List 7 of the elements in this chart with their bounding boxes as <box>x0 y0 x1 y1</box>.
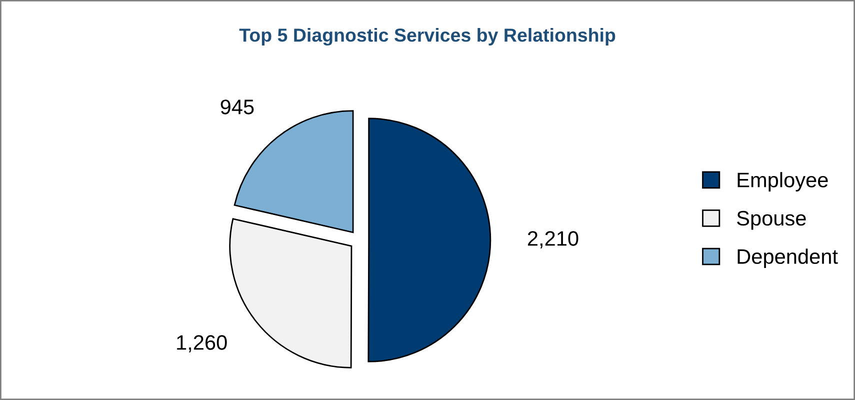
data-label: 945 <box>220 100 254 114</box>
legend-label: Dependent <box>738 248 838 268</box>
data-label: 1,260 <box>177 335 227 352</box>
legend-label: Employee <box>738 172 828 192</box>
legend-label: Spouse <box>737 210 806 230</box>
chart-title: Top 5 Diagnostic Services by Relationship <box>239 28 616 46</box>
data-label: 2,210 <box>528 231 578 248</box>
